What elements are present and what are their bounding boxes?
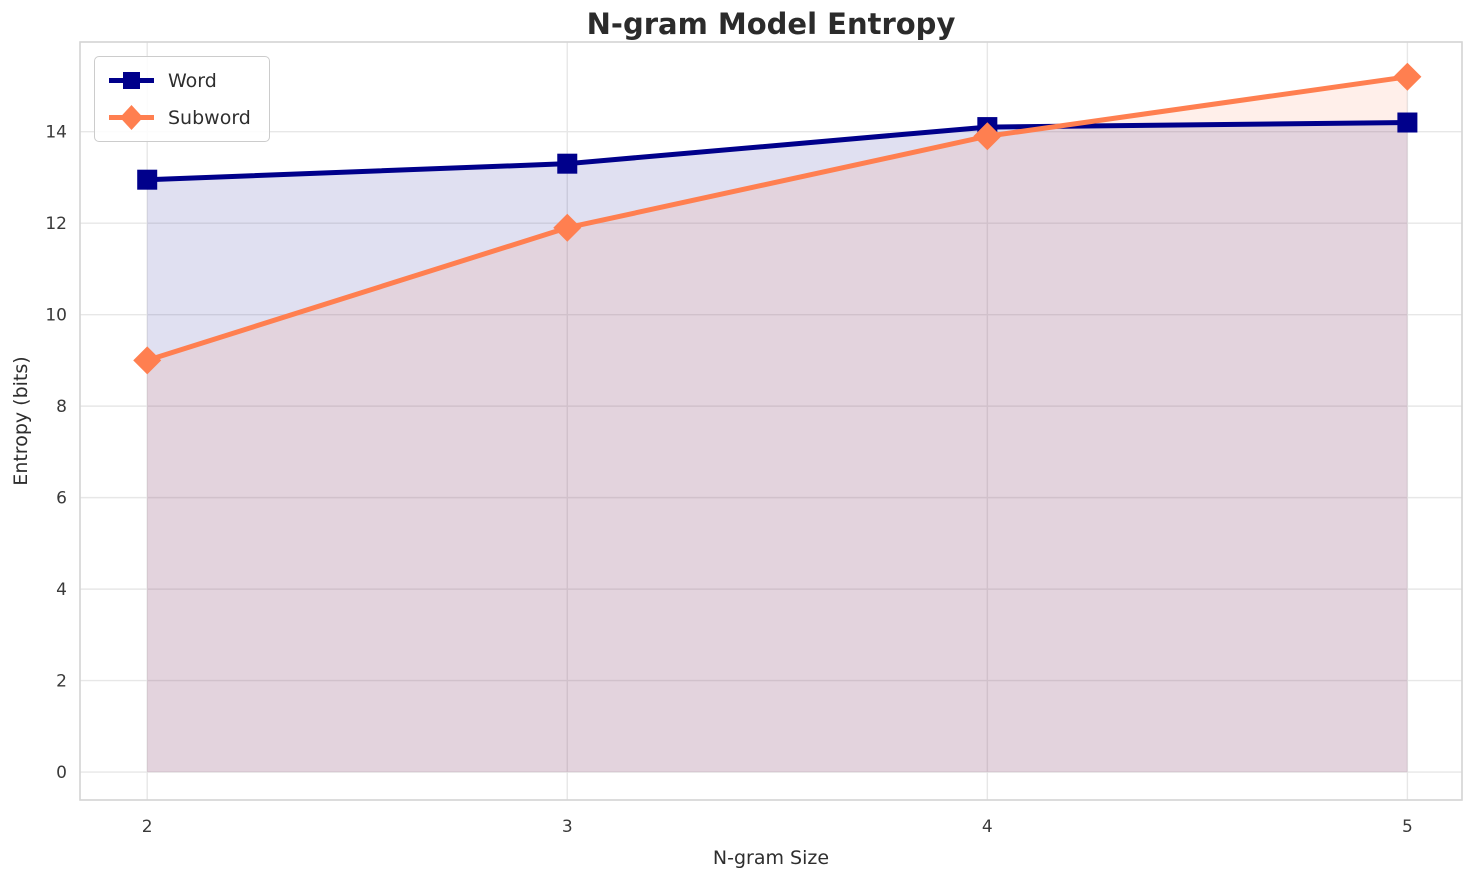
svg-text:3: 3: [562, 817, 573, 837]
svg-text:14: 14: [45, 123, 67, 143]
svg-text:4: 4: [56, 580, 67, 600]
legend-label: Subword: [168, 106, 251, 129]
svg-text:10: 10: [45, 306, 67, 326]
legend: Word Subword: [94, 56, 270, 142]
plot-layer: 0 2 4 6 8 10 12 14 2 3 4 5: [45, 41, 1463, 837]
legend-marker-diamond-icon: [109, 105, 154, 130]
svg-text:2: 2: [56, 672, 67, 692]
svg-text:12: 12: [45, 214, 67, 234]
chart-title: N-gram Model Entropy: [587, 7, 956, 41]
svg-text:4: 4: [982, 817, 993, 837]
svg-text:8: 8: [56, 397, 67, 417]
svg-text:2: 2: [142, 817, 153, 837]
svg-text:6: 6: [56, 489, 67, 509]
x-axis-label: N-gram Size: [713, 847, 829, 869]
legend-label: Word: [168, 69, 217, 92]
legend-item-subword: Subword: [107, 104, 251, 131]
svg-text:0: 0: [56, 763, 67, 783]
legend-item-word: Word: [107, 67, 251, 94]
legend-marker-square-icon: [109, 72, 154, 89]
y-axis-label: Entropy (bits): [10, 356, 32, 485]
svg-text:5: 5: [1402, 817, 1413, 837]
